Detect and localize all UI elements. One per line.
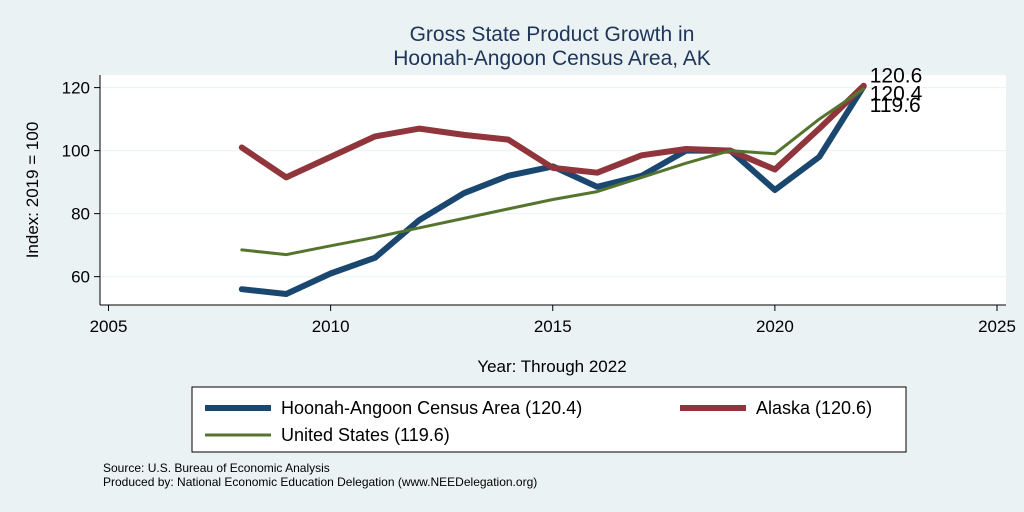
- x-tick-label: 2015: [534, 317, 572, 336]
- axes: 60 80 100 120 2005 2010 2015 2020 2025: [62, 75, 1016, 336]
- y-tick-label: 80: [71, 205, 90, 224]
- source-note: Source: U.S. Bureau of Economic Analysis: [103, 461, 330, 475]
- end-label-1: 120.6: [870, 64, 923, 87]
- series-lines: [238, 82, 867, 297]
- y-tick-label: 60: [71, 268, 90, 287]
- legend-label-0: Hoonah-Angoon Census Area (120.4): [281, 398, 582, 418]
- x-tick-label: 2020: [756, 317, 794, 336]
- legend: Hoonah-Angoon Census Area (120.4) Alaska …: [205, 398, 872, 445]
- x-tick-label: 2005: [90, 317, 128, 336]
- producer-note: Produced by: National Economic Education…: [103, 475, 537, 489]
- series-line-2: [240, 87, 866, 257]
- legend-label-2: United States (119.6): [281, 425, 450, 445]
- y-tick-label: 100: [62, 142, 90, 161]
- chart-title-line-2: Hoonah-Angoon Census Area, AK: [393, 47, 711, 70]
- x-tick-label: 2025: [978, 317, 1016, 336]
- legend-box: [191, 386, 907, 453]
- end-label-0: 120.4: [870, 82, 923, 105]
- y-tick-label: 120: [62, 79, 90, 98]
- x-tick-label: 2010: [312, 317, 350, 336]
- y-axis-label: Index: 2019 = 100: [23, 122, 42, 259]
- legend-label-1: Alaska (120.6): [756, 398, 872, 418]
- x-axis-label: Year: Through 2022: [477, 357, 626, 376]
- series-line-1: [238, 82, 867, 181]
- plot-area: [100, 75, 1006, 305]
- end-label-2: 119.6: [870, 94, 921, 117]
- chart-title-line-1: Gross State Product Growth in: [410, 23, 695, 46]
